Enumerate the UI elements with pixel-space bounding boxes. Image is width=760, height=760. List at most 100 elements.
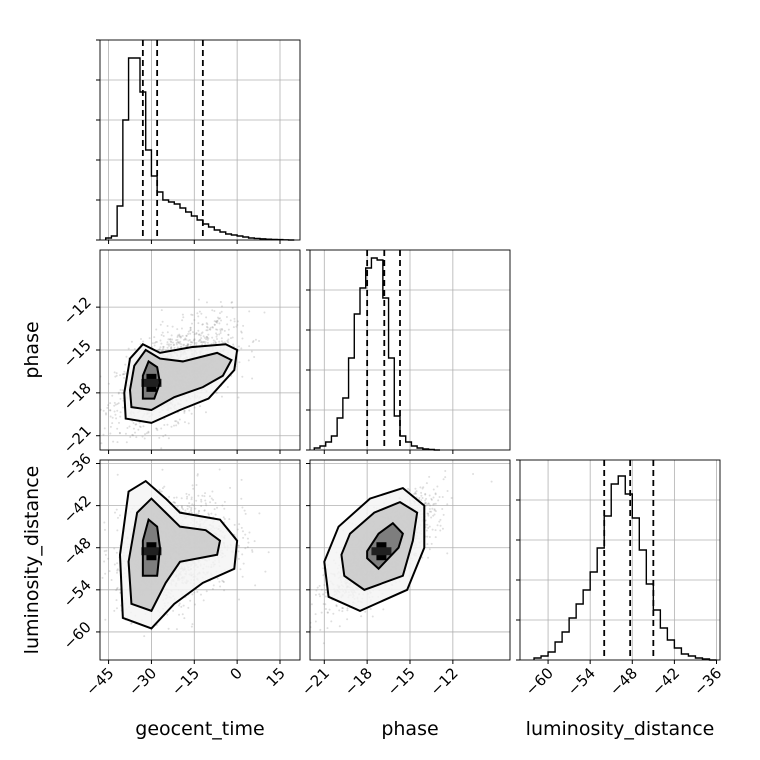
sample-point	[215, 321, 218, 324]
sample-point	[106, 406, 109, 409]
sample-point	[414, 487, 417, 490]
sample-point	[196, 473, 199, 476]
sample-point	[162, 345, 165, 348]
sample-point	[202, 341, 205, 344]
sample-point	[199, 593, 202, 596]
sample-point	[185, 497, 188, 500]
sample-point	[163, 423, 166, 426]
sample-point	[88, 407, 90, 409]
sample-point	[322, 574, 325, 577]
sample-point	[236, 528, 239, 531]
sample-point	[144, 433, 147, 436]
sample-point	[203, 340, 206, 343]
sample-point	[441, 495, 444, 498]
sample-point	[227, 333, 230, 336]
sample-point	[181, 506, 184, 509]
x-tick-label-phase: −21	[298, 664, 333, 699]
sample-point	[326, 611, 329, 614]
sample-point	[109, 402, 112, 405]
sample-point	[117, 391, 120, 394]
sample-point	[200, 312, 203, 315]
sample-point	[428, 525, 431, 528]
sample-point	[155, 427, 158, 430]
sample-point	[92, 451, 94, 453]
sample-point	[171, 325, 174, 328]
sample-point	[424, 502, 427, 505]
sample-point	[324, 608, 327, 611]
sample-point	[211, 326, 214, 329]
sample-point	[170, 346, 173, 349]
sample-point	[132, 422, 135, 425]
sample-point	[430, 498, 433, 501]
sample-point	[248, 310, 251, 313]
sample-point	[201, 494, 204, 497]
sample-point	[189, 599, 192, 602]
sample-point	[200, 332, 203, 335]
panel-content	[95, 468, 270, 638]
sample-point	[231, 306, 234, 309]
sample-point	[326, 611, 329, 614]
sample-point	[322, 593, 325, 596]
sample-point	[196, 312, 199, 315]
sample-point	[218, 468, 221, 471]
sample-point	[116, 569, 119, 572]
sample-point	[242, 324, 245, 327]
sample-point	[160, 447, 163, 450]
sample-point	[439, 518, 442, 521]
sample-point	[178, 334, 181, 337]
sample-point	[222, 580, 225, 583]
sample-point	[433, 509, 436, 512]
sample-point	[95, 600, 97, 602]
sample-point	[215, 341, 218, 344]
sample-point	[426, 543, 429, 546]
sample-point	[151, 342, 154, 345]
sample-point	[213, 508, 216, 511]
y-tick-label-luminosity_distance: −48	[60, 534, 95, 569]
sample-point	[205, 338, 208, 341]
sample-point	[446, 503, 449, 506]
sample-point	[193, 333, 196, 336]
sample-point	[319, 595, 322, 598]
sample-point	[318, 593, 321, 596]
sample-point	[113, 609, 116, 612]
y-tick-label-luminosity_distance: −54	[60, 576, 95, 611]
x-axis-label-geocent_time: geocent_time	[135, 718, 264, 740]
sample-point	[173, 424, 176, 427]
sample-point	[184, 509, 187, 512]
sample-point	[324, 589, 327, 592]
sample-point	[159, 323, 162, 326]
sample-point	[198, 333, 201, 336]
sample-point	[191, 484, 194, 487]
sample-point	[107, 404, 110, 407]
sample-point	[341, 607, 344, 610]
sample-point	[220, 310, 223, 313]
sample-point	[227, 338, 230, 341]
sample-point	[176, 328, 179, 331]
sample-point	[433, 508, 436, 511]
sample-point	[323, 583, 326, 586]
sample-point	[216, 328, 219, 331]
sample-point	[227, 333, 230, 336]
sample-point	[170, 334, 173, 337]
sample-point	[190, 412, 193, 415]
sample-point	[200, 504, 203, 507]
sample-point	[222, 341, 225, 344]
sample-point	[203, 495, 206, 498]
sample-point	[114, 511, 117, 514]
sample-point	[177, 341, 180, 344]
sample-point	[247, 541, 250, 544]
sample-point	[320, 588, 323, 591]
sample-point	[371, 615, 374, 618]
sample-point	[187, 332, 190, 335]
hist-panel-luminosity_distance	[516, 459, 721, 661]
sample-point	[190, 508, 193, 511]
sample-point	[253, 356, 256, 359]
sample-point	[248, 345, 251, 348]
sample-point	[159, 346, 162, 349]
sample-point	[237, 557, 240, 560]
sample-point	[415, 492, 418, 495]
contour-level-1	[141, 359, 162, 400]
sample-point	[154, 340, 157, 343]
sample-point	[427, 514, 430, 517]
sample-point	[159, 339, 162, 342]
